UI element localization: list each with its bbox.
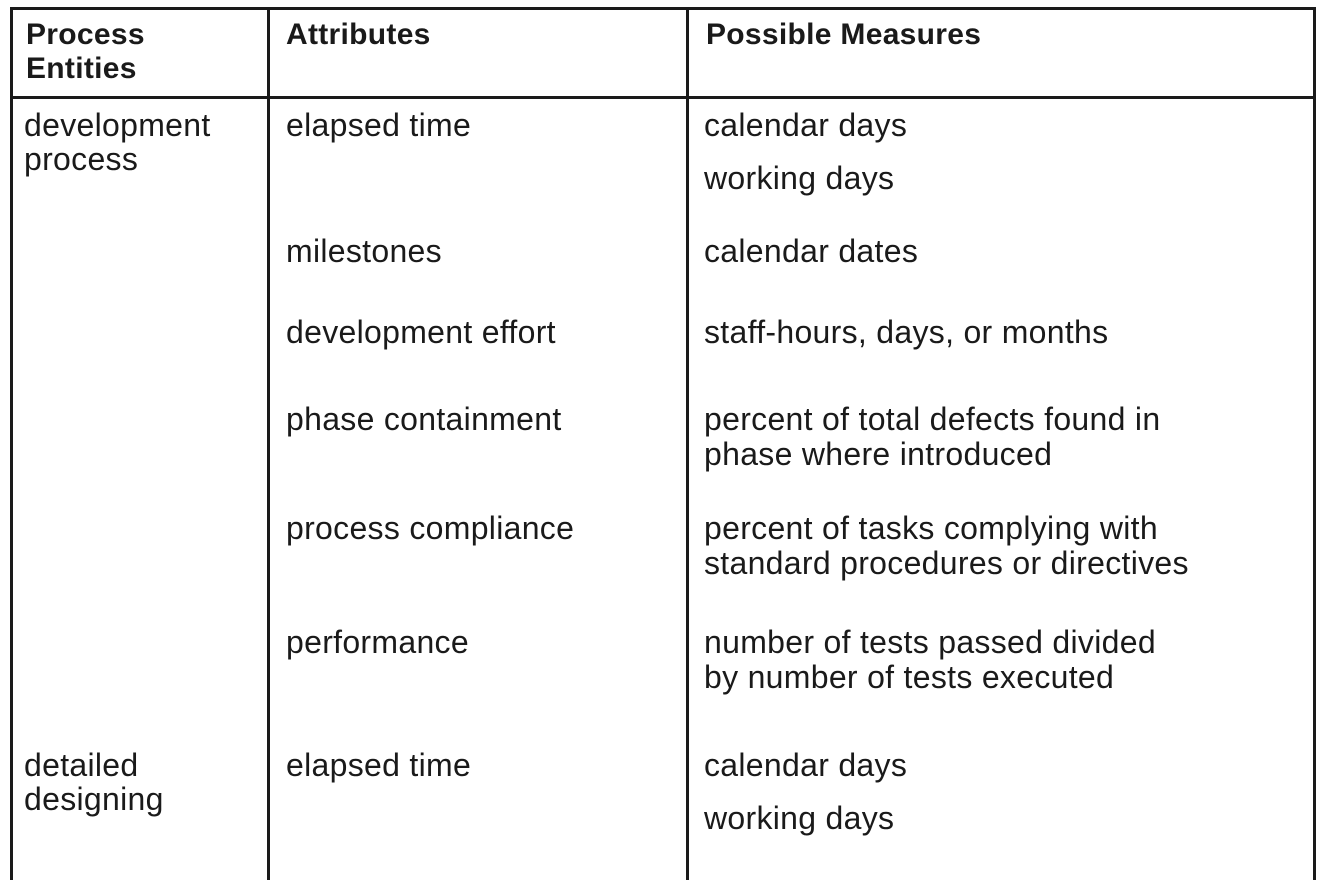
measure-staff-hours: staff-hours, days, or months — [704, 314, 1109, 350]
measure-calendar-days: calendar days — [704, 107, 908, 143]
attribute-phase-containment: phase containment — [286, 401, 562, 437]
measure-percent-tasks-line1: percent of tasks complying with — [704, 510, 1158, 546]
header-measures: Possible Measures — [706, 18, 982, 51]
attribute-elapsed-time: elapsed time — [286, 107, 472, 143]
attribute-milestones: milestones — [286, 233, 442, 269]
entity-detailed-line1: detailed — [24, 747, 139, 783]
measure-percent-tasks-line2: standard procedures or directives — [704, 545, 1189, 581]
table-border-left — [10, 7, 13, 880]
entity-development-line2: process — [24, 141, 139, 177]
measure-working-days: working days — [704, 160, 895, 196]
table-border-top — [10, 7, 1316, 10]
entity-development-line1: development — [24, 107, 211, 143]
measure-calendar-days-detailed: calendar days — [704, 747, 908, 783]
table-border-right — [1313, 7, 1316, 880]
header-entities-line2: Entities — [26, 52, 137, 85]
entity-detailed-line2: designing — [24, 781, 164, 817]
measure-percent-defects-line2: phase where introduced — [704, 436, 1053, 472]
attribute-performance: performance — [286, 624, 469, 660]
header-entities-line1: Process — [26, 18, 145, 51]
attribute-development-effort: development effort — [286, 314, 556, 350]
header-attributes: Attributes — [286, 18, 431, 51]
measure-percent-defects-line1: percent of total defects found in — [704, 401, 1161, 437]
measure-tests-passed-line1: number of tests passed divided — [704, 624, 1156, 660]
measure-calendar-dates: calendar dates — [704, 233, 919, 269]
attribute-process-compliance: process compliance — [286, 510, 575, 546]
header-divider — [10, 96, 1316, 99]
measure-tests-passed-line2: by number of tests executed — [704, 659, 1115, 695]
column-divider-2 — [686, 7, 689, 880]
column-divider-1 — [267, 7, 270, 880]
measure-working-days-detailed: working days — [704, 800, 895, 836]
attribute-elapsed-time-detailed: elapsed time — [286, 747, 472, 783]
